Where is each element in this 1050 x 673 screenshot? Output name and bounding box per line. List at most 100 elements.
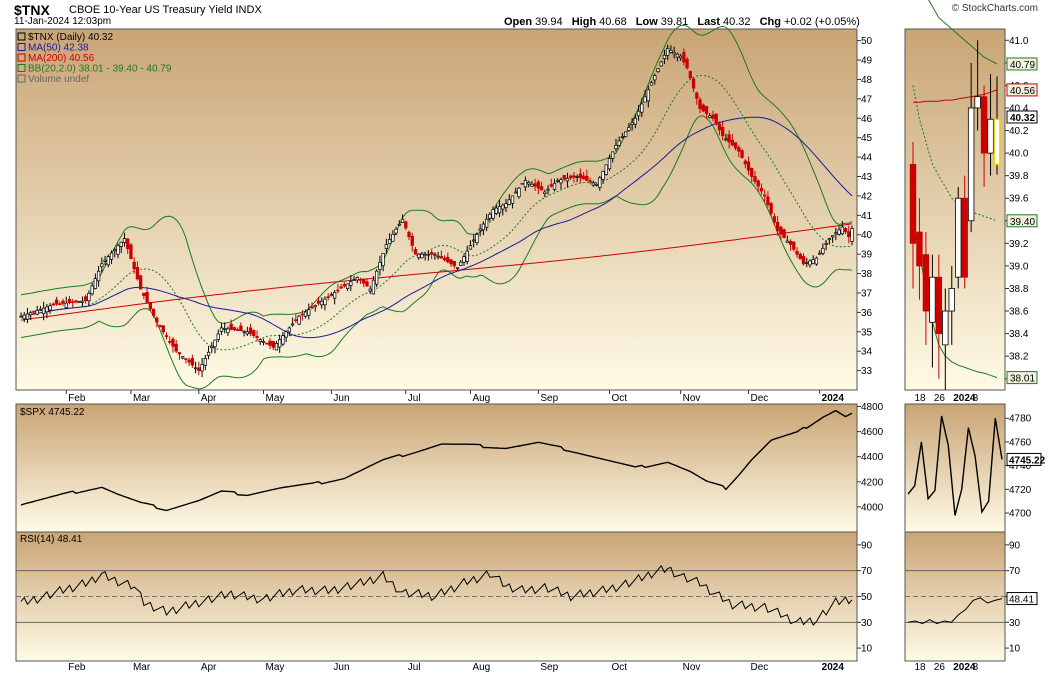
candle-body — [452, 260, 456, 267]
panel-spx — [15, 403, 858, 533]
main-month-label: Feb — [68, 393, 86, 404]
zoom-ma200 — [913, 89, 998, 103]
zoom-rsi-ytick-label: 10 — [1009, 644, 1021, 655]
zoom-x-label: 2024 — [953, 393, 976, 404]
bb-upper-band — [20, 24, 853, 324]
candle-body — [407, 231, 411, 238]
candle-body — [627, 126, 631, 131]
rsi-month-label: Feb — [68, 662, 86, 673]
zoom-rsi-x-label: 18 — [914, 662, 926, 673]
main-ytick-label: 43 — [861, 172, 873, 183]
zoom-spx-tag-box — [1006, 452, 1042, 466]
legend-entry: $TNX (Daily) 40.32 — [28, 32, 113, 43]
rsi-legend: RSI(14) 48.41 — [20, 534, 83, 545]
candle-body — [497, 206, 502, 214]
candle-body — [678, 55, 683, 59]
candle-body — [342, 284, 346, 287]
candle-body — [782, 229, 786, 238]
zoom-ytick-label: 38.6 — [1009, 307, 1029, 318]
candle-body — [530, 183, 534, 187]
zoom-ytick-label: 39.8 — [1009, 171, 1029, 182]
candle-body — [177, 352, 182, 355]
open-label: Open — [504, 16, 533, 28]
main-ytick-label: 36 — [861, 308, 873, 319]
candle-body — [504, 203, 508, 209]
candle-body — [41, 307, 46, 314]
main-ytick-label: 34 — [861, 347, 873, 358]
candle-body — [465, 250, 469, 262]
zoom-candle-body — [955, 197, 962, 278]
candle-body — [779, 226, 783, 235]
candle-body — [442, 257, 447, 261]
candle-body — [801, 256, 806, 265]
candle-body — [58, 303, 62, 306]
candle-body — [514, 191, 518, 194]
last-label: Last — [697, 16, 720, 28]
candle-body — [455, 267, 460, 270]
candle-body — [501, 204, 505, 210]
ma50-line — [20, 116, 853, 339]
candle-body — [307, 309, 311, 316]
candle-body — [384, 244, 389, 249]
candle-body — [129, 244, 133, 260]
main-ytick-label: 46 — [861, 114, 873, 125]
zoom-candle-body — [993, 118, 1001, 166]
candle-body — [750, 167, 754, 177]
candle-body — [226, 328, 230, 334]
candle-body — [688, 71, 692, 79]
rsi-month-label: 2024 — [822, 662, 845, 673]
candle-body — [404, 221, 408, 229]
candle-body — [287, 327, 292, 333]
candle-body — [630, 122, 634, 125]
candle-body — [281, 335, 285, 345]
zoom-ytick-label: 39.2 — [1009, 239, 1029, 250]
bb-lower-band — [20, 115, 853, 390]
candle-body — [64, 302, 68, 308]
candle-body — [235, 329, 240, 331]
candle-body — [103, 259, 107, 262]
candle-body — [303, 311, 308, 317]
main-month-label: Apr — [201, 393, 217, 404]
candle-body — [578, 173, 583, 179]
candle-body — [297, 315, 301, 325]
candle-body — [248, 327, 253, 335]
low-label: Low — [635, 16, 658, 28]
candle-body — [527, 181, 531, 185]
candle-body — [462, 256, 466, 263]
candle-body — [219, 327, 224, 332]
candle-body — [355, 277, 359, 281]
rsi-month-label: Mar — [133, 662, 151, 673]
candle-body — [80, 300, 85, 303]
candle-body — [294, 319, 298, 322]
bb-middle-band — [20, 75, 853, 351]
main-ytick-label: 50 — [861, 36, 873, 47]
candle-body — [142, 292, 146, 297]
main-ytick-label: 37 — [861, 288, 873, 299]
candle-body — [656, 68, 660, 72]
candle-body — [193, 367, 198, 370]
candle-body — [488, 214, 492, 219]
candle-body — [268, 340, 272, 346]
candle-body — [449, 259, 453, 265]
candle-body — [701, 104, 705, 112]
open-value: 39.94 — [535, 16, 563, 28]
zoom-rsi-ytick-label: 70 — [1009, 566, 1021, 577]
candle-body — [569, 175, 573, 179]
candle-body — [387, 239, 392, 245]
candle-body — [565, 178, 570, 182]
candle-body — [187, 359, 191, 363]
candle-body — [837, 229, 841, 235]
candle-body — [772, 216, 777, 223]
candle-body — [96, 270, 101, 282]
zoom-x-label: 26 — [934, 393, 946, 404]
rsi-month-label: Sep — [540, 662, 558, 673]
watermark: © StockCharts.com — [951, 3, 1038, 14]
high-value: 40.68 — [599, 16, 627, 28]
rsi-ytick-label: 70 — [861, 566, 873, 577]
candle-body — [255, 336, 259, 338]
rsi-month-label: Jul — [408, 662, 421, 673]
candle-body — [585, 175, 589, 181]
rsi-month-label: Aug — [472, 662, 490, 673]
candle-body — [624, 131, 628, 137]
candle-body — [724, 138, 728, 141]
